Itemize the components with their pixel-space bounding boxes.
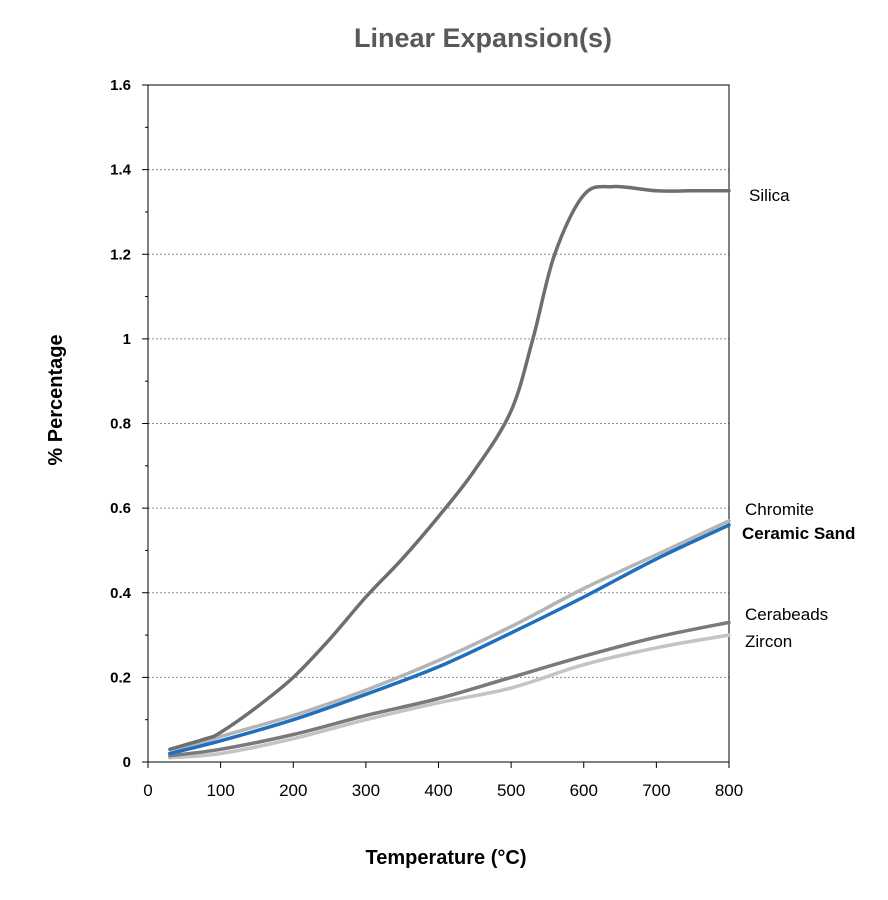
y-axis: 0 0.2 0.4 0.6 0.8 1 1.2 1.4 1.6 <box>110 77 148 771</box>
x-axis: 0 100 200 300 400 500 600 700 800 <box>143 762 743 800</box>
y-tick-label: 1 <box>123 331 131 348</box>
series-label-cerabeads: Cerabeads <box>745 605 828 624</box>
series-line-ceramic-sand <box>168 523 731 756</box>
series-labels: Silica Chromite Ceramic Sand Cerabeads Zirco… <box>742 186 855 651</box>
series-line-chromite <box>168 519 731 756</box>
series-label-zircon: Zircon <box>745 632 792 651</box>
y-tick-label: 0.6 <box>110 500 131 517</box>
x-tick-label: 200 <box>279 781 307 800</box>
series-label-chromite: Chromite <box>745 500 814 519</box>
y-tick-label: 0 <box>123 754 131 771</box>
y-tick-label: 1.6 <box>110 77 131 94</box>
x-tick-label: 500 <box>497 781 525 800</box>
grid-lines <box>148 169 729 678</box>
y-axis-title: % Percentage <box>45 334 67 465</box>
y-tick-label: 1.2 <box>110 246 131 263</box>
series-line-cerabeads <box>168 620 731 758</box>
x-axis-title: Temperature (°C) <box>366 847 527 869</box>
series-label-ceramic-sand: Ceramic Sand <box>742 524 855 543</box>
series-label-silica: Silica <box>749 186 790 205</box>
x-tick-label: 100 <box>206 781 234 800</box>
y-tick-label: 0.2 <box>110 669 131 686</box>
x-tick-label: 300 <box>352 781 380 800</box>
y-tick-label: 0.8 <box>110 416 131 433</box>
x-tick-label: 400 <box>424 781 452 800</box>
x-tick-label: 0 <box>143 781 152 800</box>
x-tick-label: 700 <box>642 781 670 800</box>
x-tick-label: 800 <box>715 781 743 800</box>
y-tick-label: 1.4 <box>110 162 132 179</box>
series-line-zircon <box>168 633 731 760</box>
chart-title: Linear Expansion(s) <box>354 23 612 53</box>
x-tick-label: 600 <box>570 781 598 800</box>
y-tick-label: 0.4 <box>110 585 132 602</box>
series-lines <box>168 184 731 760</box>
series-line-silica <box>168 184 731 752</box>
